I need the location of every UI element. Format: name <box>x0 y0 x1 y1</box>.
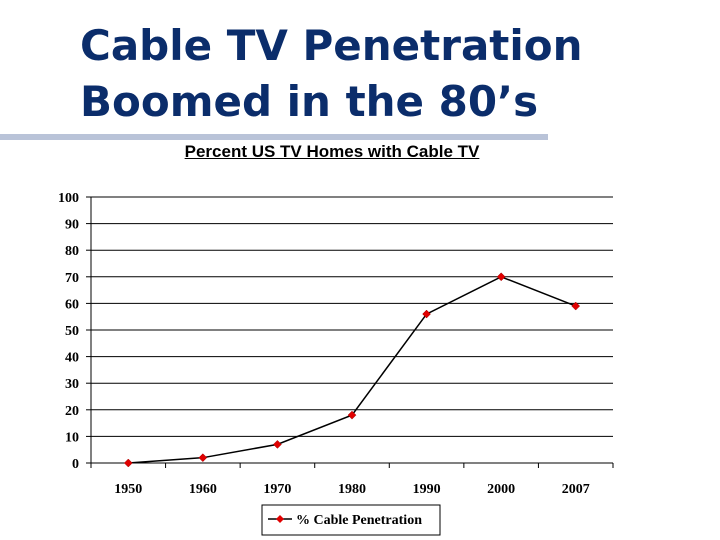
data-point-2000 <box>496 272 506 282</box>
series-line-0 <box>128 275 576 464</box>
y-tick-label-80: 80 <box>65 244 79 259</box>
data-point-1950 <box>123 458 133 468</box>
x-tick-label-1980: 1980 <box>338 482 366 497</box>
data-point-1990 <box>422 309 431 319</box>
legend: % Cable Penetration <box>261 504 441 536</box>
axis-layer: 0 10 20 30 40 50 60 70 80 90 100 1950 1960 1970 1980 19… <box>58 191 614 497</box>
x-tick-label-2007: 2007 <box>562 482 590 497</box>
x-tick-label-1960: 1960 <box>189 482 217 497</box>
y-tick-label-60: 60 <box>65 297 79 312</box>
data-point-2007 <box>571 301 581 311</box>
title-divider <box>0 134 548 140</box>
slide-title-line-1: Cable TV Penetration <box>80 21 583 70</box>
y-tick-label-70: 70 <box>65 271 79 286</box>
chart-title: Percent US TV Homes with Cable TV <box>184 142 480 161</box>
data-point-1960 <box>198 453 208 463</box>
y-tick-label-0: 0 <box>72 457 79 472</box>
y-tick-label-30: 30 <box>65 377 79 392</box>
data-point-1980 <box>347 410 357 420</box>
y-tick-label-50: 50 <box>65 324 79 339</box>
x-tick-label-1990: 1990 <box>413 482 441 497</box>
x-tick-label-2000: 2000 <box>487 482 515 497</box>
y-tick-label-10: 10 <box>65 430 79 445</box>
y-tick-label-20: 20 <box>65 404 79 419</box>
legend-marker-swatch <box>276 515 284 523</box>
y-tick-label-90: 90 <box>65 218 79 233</box>
y-tick-label-40: 40 <box>65 351 79 366</box>
y-tick-label-100: 100 <box>58 191 79 206</box>
x-tick-label-1950: 1950 <box>114 482 142 497</box>
slide-title-line-2: Boomed in the 80’s <box>80 77 539 126</box>
series-layer <box>123 272 581 468</box>
legend-label: % Cable Penetration <box>296 513 422 528</box>
x-tick-label-1970: 1970 <box>263 482 291 497</box>
slide-title: Cable TV Penetration Boomed in the 80’s <box>80 18 583 130</box>
legend-box <box>261 504 441 536</box>
grid-layer <box>91 196 613 437</box>
data-point-1970 <box>273 440 282 449</box>
